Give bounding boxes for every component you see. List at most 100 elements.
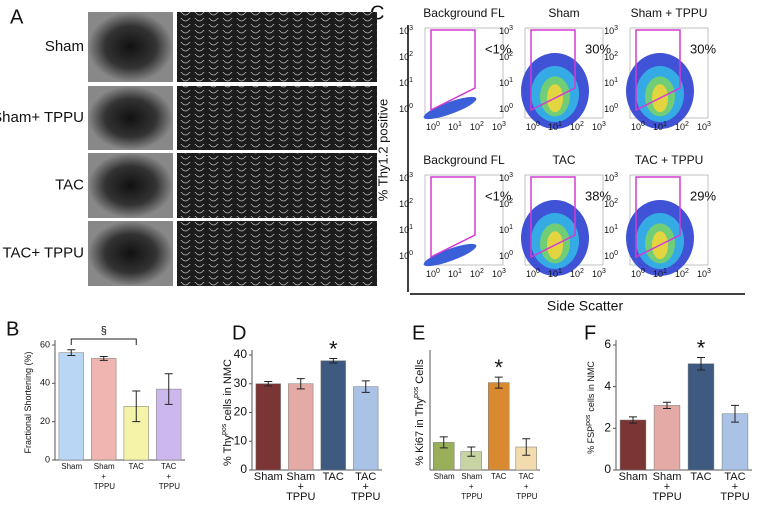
tick-base: 10 xyxy=(492,122,502,132)
tick-exp: 0 xyxy=(436,121,440,128)
tick-exp: 1 xyxy=(614,224,618,231)
x-tick-label: Sham + TPPU xyxy=(286,472,316,503)
tick-base: 10 xyxy=(499,78,509,88)
tick-exp: 1 xyxy=(509,224,513,231)
y-tick-label: 102 xyxy=(399,51,413,63)
category: TAC + TPPU xyxy=(351,472,381,503)
bar xyxy=(619,419,647,471)
x-tick-label: 103 xyxy=(697,268,711,280)
label-sup: pos xyxy=(585,414,592,426)
error-bar xyxy=(522,438,531,456)
category: TAC + TPPU xyxy=(720,472,750,503)
x-tick-label: Sham xyxy=(254,472,283,483)
y-tick-label: 30 xyxy=(234,376,248,390)
x-tick-label: 102 xyxy=(470,268,484,280)
category: Sham xyxy=(433,472,455,481)
bar xyxy=(91,358,117,461)
tick-base: 10 xyxy=(548,122,558,132)
panel-letter: E xyxy=(412,322,425,344)
error-bar xyxy=(467,446,476,457)
tick-exp: 3 xyxy=(602,268,606,275)
label-end: cells in NMC xyxy=(222,359,234,421)
error-bar xyxy=(67,349,76,357)
tick-exp: 2 xyxy=(614,198,618,205)
tick-exp: 3 xyxy=(509,172,513,179)
tick-exp: 1 xyxy=(558,121,562,128)
y-tick-label: 60 xyxy=(40,339,50,349)
x-tick-label: Sham + TPPU xyxy=(652,472,681,503)
x-tick-label: 102 xyxy=(675,268,689,280)
tick-base: 10 xyxy=(604,26,614,36)
tick-base: 10 xyxy=(526,122,536,132)
x-tick-label: 101 xyxy=(653,121,667,133)
panel-letter: F xyxy=(584,322,596,344)
error-bar xyxy=(663,401,671,410)
label-sup: pos xyxy=(221,423,228,435)
mmode-image xyxy=(177,153,377,218)
tick-exp: 0 xyxy=(614,103,618,110)
error-bar xyxy=(164,373,173,405)
tick-exp: 0 xyxy=(641,121,645,128)
y-tick-label: 100 xyxy=(399,250,413,262)
error-bar xyxy=(494,376,503,389)
x-tick-label: 103 xyxy=(492,121,506,133)
plot-title: Sham + TPPU xyxy=(631,6,708,20)
x-tick-label: 103 xyxy=(592,121,606,133)
tick-exp: 0 xyxy=(641,268,645,275)
category: TAC + TPPU xyxy=(158,462,181,491)
tick-base: 10 xyxy=(399,199,409,209)
x-tick-label: 100 xyxy=(631,121,645,133)
y-tick-label: 103 xyxy=(499,172,513,184)
tick-exp: 1 xyxy=(558,268,562,275)
bar xyxy=(488,382,510,471)
tick-base: 10 xyxy=(570,122,580,132)
tick-base: 10 xyxy=(592,122,602,132)
tick-exp: 3 xyxy=(602,121,606,128)
x-tick-label: TAC xyxy=(690,472,711,483)
tick-exp: 2 xyxy=(685,121,689,128)
tick-base: 10 xyxy=(653,122,663,132)
plot-title: TAC + TPPU xyxy=(635,153,704,167)
y-tick-label: 0 xyxy=(604,462,611,476)
tick-exp: 1 xyxy=(663,121,667,128)
tick-base: 10 xyxy=(399,173,409,183)
y-tick-label: 10 xyxy=(234,433,248,447)
gate-percent: <1% xyxy=(485,188,512,203)
tick-base: 10 xyxy=(448,122,458,132)
x-tick-label: 103 xyxy=(492,268,506,280)
tick-base: 10 xyxy=(399,78,409,88)
tick-exp: 3 xyxy=(509,25,513,32)
tick-exp: 3 xyxy=(502,268,506,275)
y-tick-label: 102 xyxy=(604,198,618,210)
plot-frame xyxy=(424,27,504,119)
error-bar xyxy=(697,357,705,371)
category: Sham + TPPU xyxy=(461,472,483,501)
x-tick-label: Sham xyxy=(61,462,82,471)
y-axis-label: Fractional Shortening (%) xyxy=(23,351,33,453)
error-bar xyxy=(731,404,739,423)
annotation: § xyxy=(101,325,107,337)
category: Sham + TPPU xyxy=(93,462,116,491)
scatter-cloud xyxy=(423,243,477,267)
y-tick-label: 102 xyxy=(499,198,513,210)
tick-exp: 1 xyxy=(663,268,667,275)
x-tick-label: 102 xyxy=(570,268,584,280)
x-tick-label: TAC + TPPU xyxy=(158,462,181,491)
tick-exp: 1 xyxy=(509,77,513,84)
y-axis-label: % FSPpos cells in NMC xyxy=(585,361,597,454)
x-tick-label: 101 xyxy=(653,268,667,280)
y-tick-label: 102 xyxy=(604,51,618,63)
tick-exp: 1 xyxy=(458,268,462,275)
error-bar xyxy=(439,436,448,449)
label-main: % Thy xyxy=(222,435,234,466)
y-tick-label: 102 xyxy=(399,198,413,210)
y-tick-label: 100 xyxy=(604,250,618,262)
y-tick-label: 0 xyxy=(240,462,247,476)
y-tick-label: 103 xyxy=(399,172,413,184)
label-main: % FSP xyxy=(586,426,596,454)
category: Sham + TPPU xyxy=(286,472,316,503)
bracket xyxy=(70,338,137,345)
x-tick-label: 101 xyxy=(548,268,562,280)
tick-exp: 2 xyxy=(480,121,484,128)
